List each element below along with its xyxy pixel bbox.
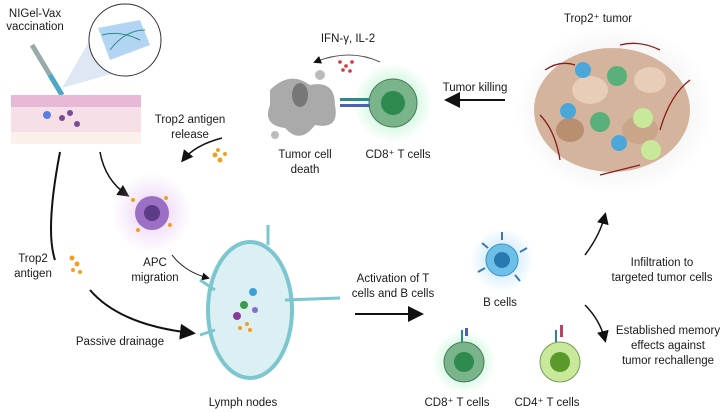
label-cd8-top: CD8⁺ T cells xyxy=(365,149,430,161)
cytokine-arrow xyxy=(313,54,381,64)
label-antigen-release-2: release xyxy=(171,129,209,141)
label-b-cells: B cells xyxy=(483,297,517,309)
cd8-t-cell-top xyxy=(340,63,433,143)
dying-tumor-cell xyxy=(267,70,336,139)
label-activation-2: cells and B cells xyxy=(352,288,435,300)
label-cytokines: IFN-γ, IL-2 xyxy=(321,33,375,45)
label-lymph-nodes: Lymph nodes xyxy=(209,397,278,409)
syringe-icon xyxy=(29,43,68,104)
arrow xyxy=(171,254,210,281)
lymph-node xyxy=(199,225,341,380)
label-apc-1: APC xyxy=(143,257,167,269)
label-infiltration-2: targeted tumor cells xyxy=(612,272,713,284)
label-passive-drainage: Passive drainage xyxy=(76,336,164,348)
cd8-t-cell-bottom xyxy=(432,328,496,394)
antigen-icon xyxy=(69,148,227,274)
tumor-mass xyxy=(515,25,715,195)
label-memory-2: effects against xyxy=(631,340,706,352)
label-trop2-antigen-2: antigen xyxy=(14,268,52,280)
skin-layer xyxy=(11,95,141,144)
label-tumor-death-1: Tumor cell xyxy=(278,149,331,161)
label-vaccination-1: NIGel-Vax xyxy=(9,8,61,20)
label-memory-3: tumor rechallenge xyxy=(622,355,714,367)
label-activation-1: Activation of T xyxy=(357,273,430,285)
label-trop2-antigen-1: Trop2 xyxy=(18,253,48,265)
arrow xyxy=(181,137,223,163)
label-infiltration-1: Infiltration to xyxy=(631,257,694,269)
label-antigen-release-1: Trop2 antigen xyxy=(155,114,226,126)
label-cd4-bottom: CD4⁺ T cells xyxy=(514,397,579,409)
memory-arrow xyxy=(584,304,609,343)
label-tumor: Trop2⁺ tumor xyxy=(564,13,632,25)
infiltration-arrow xyxy=(584,212,609,256)
cd4-t-cell-bottom xyxy=(539,325,581,383)
arrow xyxy=(50,151,61,261)
label-memory-1: Established memory xyxy=(616,325,720,337)
arrow xyxy=(89,289,196,340)
b-cell xyxy=(470,228,534,292)
apc-cell xyxy=(112,173,192,253)
label-tumor-death-2: death xyxy=(291,164,320,176)
label-apc-2: migration xyxy=(131,272,178,284)
label-vaccination-2: vaccination xyxy=(6,21,64,33)
label-cd8-bottom: CD8⁺ T cells xyxy=(424,397,489,409)
cytokine-icon xyxy=(338,60,354,73)
label-tumor-killing: Tumor killing xyxy=(443,82,508,94)
hydrogel-magnifier xyxy=(62,3,162,88)
